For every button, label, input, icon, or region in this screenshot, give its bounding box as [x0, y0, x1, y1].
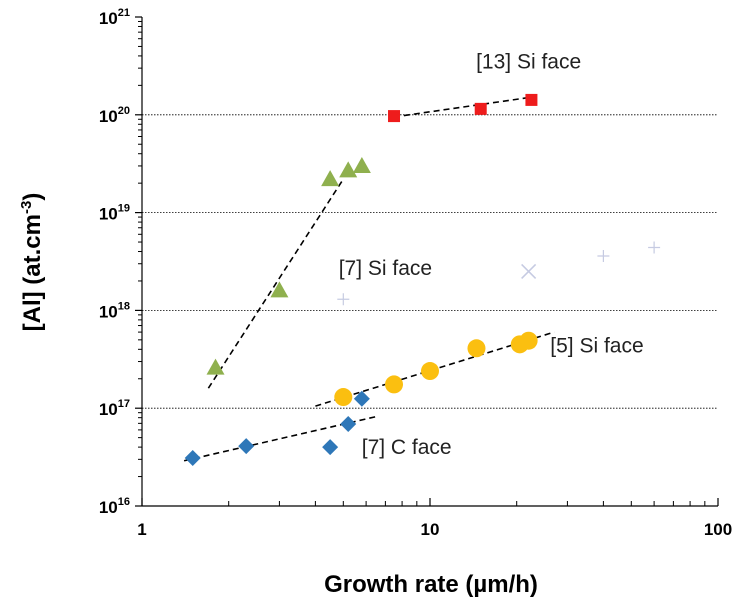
annotation-label: [5] Si face [550, 334, 643, 357]
y-tick-exponent: 20 [118, 105, 130, 117]
circle-marker [519, 331, 538, 350]
circle-marker [385, 375, 404, 394]
triangle-marker [321, 170, 340, 187]
svg-text:[Al] (at.cm-3): [Al] (at.cm-3) [18, 193, 46, 332]
trend-line [207, 178, 344, 389]
triangle-marker [270, 281, 289, 298]
y-tick-exponent: 21 [118, 7, 130, 19]
plus-marker [337, 293, 350, 306]
y-tick-label: 1019 [99, 203, 130, 224]
annotation-label: [13] Si face [476, 51, 581, 74]
y-tick-label: 1021 [99, 7, 130, 28]
y-tick-base: 10 [99, 9, 118, 28]
triangle-marker [352, 156, 371, 173]
x-tick-label: 100 [704, 520, 732, 539]
data-markers [184, 93, 661, 466]
x-tick-label: 10 [421, 520, 440, 539]
y-tick-label: 1020 [99, 105, 130, 126]
diamond-marker [340, 415, 357, 432]
axes [135, 16, 719, 507]
y-axis-title-end: ) [19, 193, 46, 201]
x-axis-title: Growth rate (µm/h) [324, 571, 538, 598]
y-tick-exponent: 19 [118, 203, 130, 215]
circle-marker [334, 388, 353, 407]
y-tick-exponent: 18 [118, 300, 130, 312]
trend-line [393, 96, 529, 118]
y-tick-base: 10 [99, 107, 118, 126]
plus-marker [597, 249, 610, 262]
gridlines [142, 114, 718, 409]
circle-marker [467, 339, 486, 358]
triangle-marker [206, 358, 225, 375]
circle-marker [421, 362, 439, 381]
y-axis-title-sup: -3 [18, 201, 35, 214]
x-marker [521, 263, 537, 280]
square-marker [388, 110, 401, 123]
diamond-marker [184, 449, 201, 466]
y-tick-exponent: 16 [118, 496, 130, 508]
y-tick-base: 10 [99, 400, 118, 419]
y-axis-title-main: [Al] (at.cm [19, 214, 46, 331]
y-tick-label: 1017 [99, 398, 130, 419]
y-tick-base: 10 [99, 498, 118, 517]
diamond-marker [238, 438, 255, 455]
annotations: [13] Si face [7] Si face [5] Si face [7] C … [339, 51, 644, 460]
plus-marker [648, 241, 661, 254]
x-tick-label: 1 [137, 520, 146, 539]
annotation-label: [7] C face [362, 436, 452, 459]
triangle-marker [339, 161, 358, 178]
y-tick-label: 1018 [99, 300, 130, 321]
y-tick-base: 10 [99, 205, 118, 224]
y-tick-label: 1016 [99, 496, 130, 517]
y-axis-title: [Al] (at.cm-3) [18, 193, 46, 332]
diamond-marker [353, 390, 370, 407]
square-marker [525, 93, 538, 106]
square-marker [474, 102, 487, 115]
annotation-label: [7] Si face [339, 257, 432, 280]
y-tick-exponent: 17 [118, 398, 130, 410]
y-tick-base: 10 [99, 302, 118, 321]
diamond-marker [322, 439, 339, 456]
